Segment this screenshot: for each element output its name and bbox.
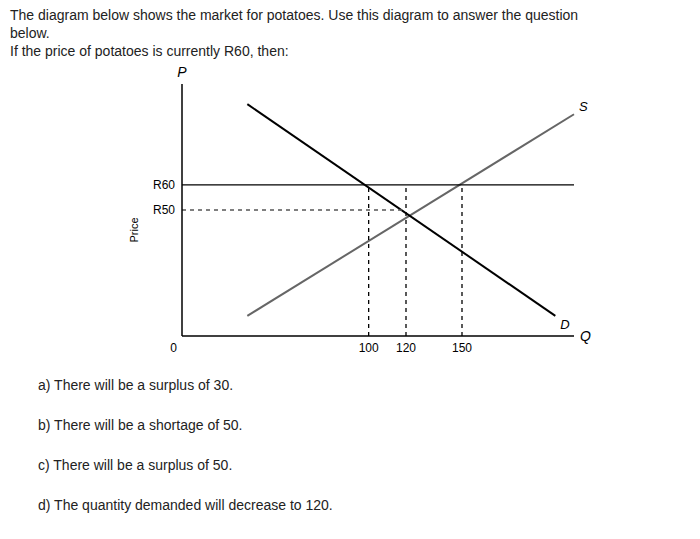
y-axis-label: Price <box>128 217 140 242</box>
title: The diagram below shows the market for p… <box>10 7 578 23</box>
series-label: D <box>560 317 569 332</box>
x-tick-label: 100 <box>359 341 379 355</box>
chart: The diagram below shows the market for p… <box>0 0 700 539</box>
guide-line <box>405 185 406 336</box>
title: below. <box>10 25 50 41</box>
answer-option: d) The quantity demanded will decrease t… <box>38 497 333 513</box>
y-tick-label: R50 <box>153 203 175 217</box>
guide-line <box>182 184 574 185</box>
answer-option: a) There will be a surplus of 30. <box>38 377 233 393</box>
series-line <box>247 114 574 316</box>
guide-line <box>461 185 462 336</box>
x-tick-label: 0 <box>170 341 177 355</box>
series-group <box>182 104 574 336</box>
x-axis-label: Q <box>580 328 591 344</box>
answer-option: b) There will be a shortage of 50. <box>38 417 242 433</box>
x-tick-label: 120 <box>396 341 416 355</box>
series-label: S <box>579 99 588 114</box>
guide-line <box>182 209 406 210</box>
y-axis-end-label: P <box>177 64 187 80</box>
answer-option: c) There will be a surplus of 50. <box>38 457 232 473</box>
y-tick-label: R60 <box>153 178 175 192</box>
guide-line <box>368 185 369 336</box>
x-tick-label: 150 <box>452 341 472 355</box>
x-axis-line <box>182 335 574 337</box>
title: If the price of potatoes is currently R6… <box>10 43 289 59</box>
y-axis-line <box>181 84 183 336</box>
